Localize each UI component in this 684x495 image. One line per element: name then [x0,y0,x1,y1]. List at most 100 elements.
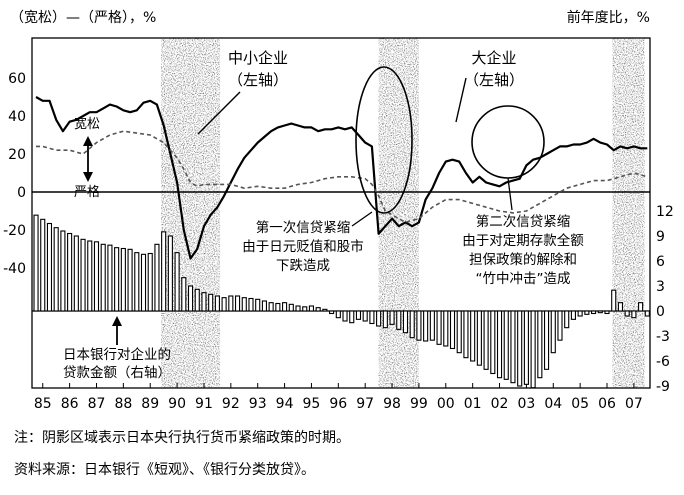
x-tick-label: 94 [276,396,294,412]
svg-text:由于日元贬值和股市: 由于日元贬值和股市 [242,238,364,255]
x-tick-label: 06 [598,396,616,412]
svg-text:大企业: 大企业 [471,49,516,67]
loan-bar [523,310,529,385]
loan-bar [308,305,315,312]
x-tick-label: 97 [356,396,374,412]
large-firm-line [36,130,648,224]
loan-bar [530,310,536,389]
loan-bar [349,310,355,324]
x-tick-label: 03 [517,396,535,412]
x-tick-label: 00 [437,396,455,412]
loan-bar [73,235,79,312]
loan-bar [187,285,194,312]
left-tick-label: -20 [3,223,26,239]
loan-bar [127,248,133,312]
loan-bar [537,310,543,379]
loan-bar [87,240,93,312]
loan-bar [443,310,449,347]
right-tick-label: 3 [656,279,665,295]
loan-bar [597,310,603,314]
loan-bar [174,252,180,312]
loan-bar [369,310,375,325]
x-tick-label: 04 [544,396,562,412]
loan-bar [60,230,66,312]
loan-bar [114,247,120,312]
loan-bar [201,292,207,312]
loan-bar [302,306,308,312]
loan-bar [409,310,415,339]
loan-bar [570,310,576,320]
right-tick-label: 12 [656,204,674,220]
loan-bar [611,289,617,312]
loan-bar [261,300,267,312]
svg-text:（左轴）: （左轴） [464,71,524,89]
loan-bar [228,295,234,312]
annotation-first-crunch: 第一次信贷紧缩 由于日元贬值和股市 下跌造成 [242,211,373,274]
loan-bar [564,310,570,329]
left-tick-label: 40 [8,109,26,125]
small-firm-line [35,96,648,260]
right-tick-label: 6 [656,254,665,270]
loan-bar [490,310,496,375]
loan-bar [624,310,630,317]
left-axis-label: （宽松）—（严格），% [10,9,156,26]
x-tick-label: 07 [625,396,643,412]
loan-bar [550,310,556,354]
loan-bar [631,310,637,319]
loan-bar [591,310,597,315]
x-tick-label: 89 [141,396,159,412]
loan-bar [268,302,274,312]
loan-bar [53,227,59,312]
x-tick-label: 96 [329,396,347,412]
x-tick-label: 98 [383,396,401,412]
annotation-boj-loans: 日本银行对企业的 贷款金额（右轴） [63,316,171,381]
loan-bar [355,310,362,320]
loan-bar [248,297,254,312]
loan-bar [275,302,281,312]
loan-bar [584,310,590,315]
loan-bars [33,214,650,389]
loan-bar [154,243,160,312]
zero-label-loose: 宽松 [74,116,100,132]
right-tick-label: -9 [656,379,670,395]
loan-bar [208,293,214,312]
chart-note: 注：阴影区域表示日本央行执行货币紧缩政策的时期。 [14,430,350,446]
loan-bar [33,214,39,312]
loan-bar [234,295,241,312]
svg-text:担保政策的解除和: 担保政策的解除和 [469,251,577,268]
loan-bar [221,297,227,312]
loan-bar [604,310,610,315]
loan-bar [510,310,516,384]
loan-bar [503,310,509,380]
x-tick-label: 88 [114,396,132,412]
loan-bar [577,310,583,317]
x-tick-label: 05 [571,396,589,412]
loan-bar [80,238,86,312]
svg-text:（左轴）: （左轴） [228,71,288,89]
loan-bar [463,310,469,359]
x-tick-label: 86 [61,396,79,412]
loan-bar [557,310,563,341]
svg-text:日本银行对企业的: 日本银行对企业的 [63,346,171,363]
x-tick-label: 87 [88,396,106,412]
loan-bar [93,241,100,312]
tightening-shading [160,38,645,388]
x-tick-label: 95 [303,396,321,412]
annotation-large-firms: 大企业 （左轴） [455,49,524,123]
left-axis-ticks: 60 40 20 0 -20 -40 [3,71,26,277]
loan-bar [483,310,489,370]
annotation-small-firms: 中小企业 （左轴） [197,49,288,135]
loan-bar [456,310,462,354]
loan-bar [335,310,341,319]
shaded-period-2 [612,38,645,388]
left-tick-label: 0 [17,185,26,201]
loan-bar [389,310,395,325]
loan-bar [140,253,147,312]
x-tick-label: 02 [491,396,509,412]
loan-bar [120,247,126,312]
right-tick-label: -6 [656,354,670,370]
x-tick-label: 91 [195,396,213,412]
loan-bar [40,218,46,312]
right-axis-ticks: 12 9 6 3 0 -3 -6 -9 [656,204,674,395]
